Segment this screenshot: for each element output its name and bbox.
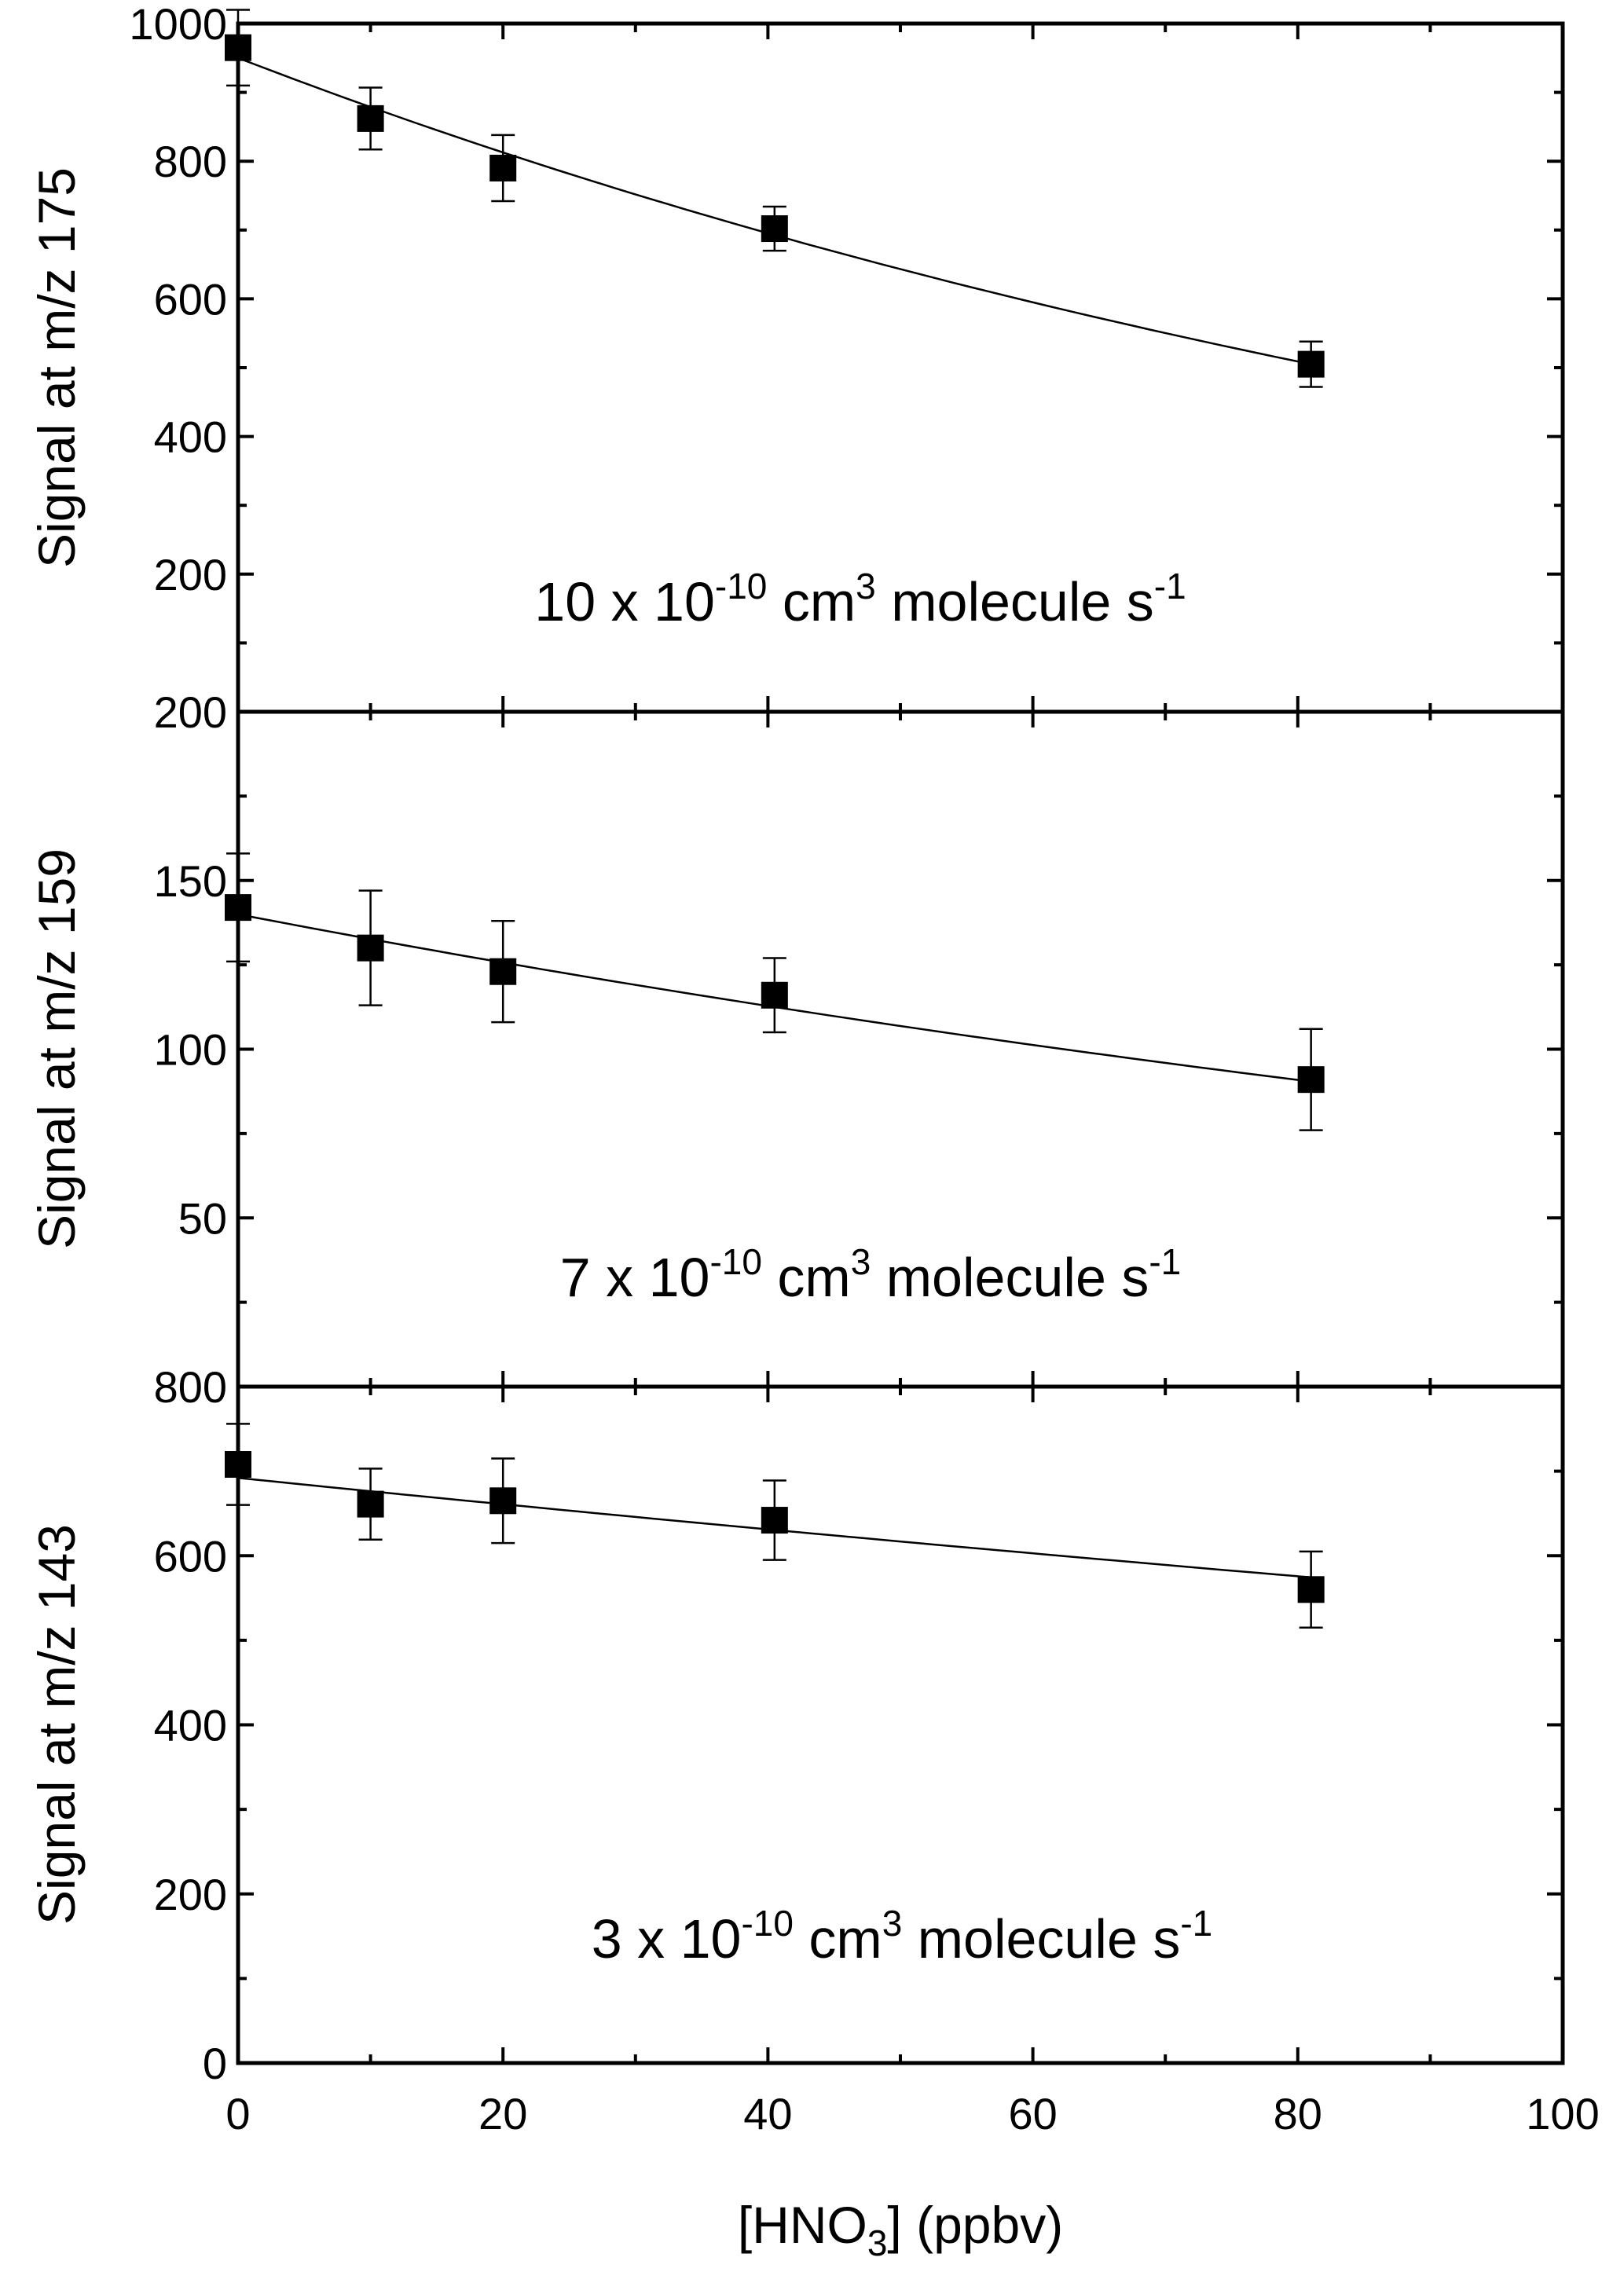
x-axis-title-sub: 3 <box>867 2223 888 2263</box>
y-tick-label: 100 <box>154 1025 227 1075</box>
x-tick-label: 20 <box>478 2089 527 2138</box>
data-point <box>225 894 251 922</box>
y-axis-title: Signal at m/z 175 <box>27 167 86 568</box>
data-point <box>1297 350 1325 378</box>
x-ticks <box>236 24 1564 712</box>
y-tick-label: 800 <box>154 137 227 186</box>
x-tick-label: 40 <box>743 2089 792 2138</box>
annotation-prefix: 3 x 10 <box>592 1908 742 1970</box>
annotation-exp1: -10 <box>741 1903 793 1944</box>
y-tick-label: 200 <box>154 1870 227 1919</box>
x-ticks <box>236 712 1564 1387</box>
annotation-prefix: 7 x 10 <box>560 1247 710 1308</box>
annotation-exp2: 3 <box>856 566 876 606</box>
data-point <box>761 981 788 1009</box>
y-tick-label: 1000 <box>129 0 227 49</box>
data-point <box>489 1487 517 1515</box>
annotation-exp3: -1 <box>1154 566 1186 606</box>
y-tick-label: 600 <box>154 1531 227 1581</box>
data-point <box>489 154 517 181</box>
x-axis-title: [HNO3] (ppbv) <box>738 2196 1063 2263</box>
y-ticks: 0 200 400 600 800 <box>154 1362 1563 2088</box>
y-tick-label: 200 <box>154 687 227 737</box>
annotation-exp2: 3 <box>882 1903 903 1944</box>
annotation-mid: cm <box>762 1247 851 1308</box>
y-tick-label: 800 <box>154 1362 227 1412</box>
y-ticks: 50 100 150 200 <box>154 687 1563 1388</box>
data-point <box>357 104 384 132</box>
panel-m175: 200 400 600 800 1000 Signal at m/z 175 10 x … <box>27 0 1565 714</box>
rate-annotation: 7 x 10-10 cm3 molecule s-1 <box>560 1241 1182 1308</box>
data-point <box>761 1507 788 1534</box>
panel-frame <box>236 1384 1565 2065</box>
data-point <box>761 215 788 243</box>
data-point <box>357 934 384 962</box>
x-axis-title-tail: ] (ppbv) <box>887 2196 1063 2254</box>
data-points <box>225 852 1325 1131</box>
annotation-mid: cm <box>794 1908 882 1970</box>
annotation-suffix: molecule s <box>876 571 1154 632</box>
y-tick-label: 0 <box>203 2039 227 2088</box>
y-tick-label: 400 <box>154 1701 227 1750</box>
rate-annotation: 3 x 10-10 cm3 molecule s-1 <box>592 1903 1213 1970</box>
x-tick-label: 80 <box>1274 2089 1322 2138</box>
data-points <box>225 9 1325 388</box>
x-tick-label: 60 <box>1008 2089 1057 2138</box>
data-points <box>225 1423 1325 1629</box>
annotation-prefix: 10 x 10 <box>534 571 715 632</box>
y-tick-label: 50 <box>178 1193 227 1243</box>
y-tick-label: 400 <box>154 412 227 462</box>
x-tick-label: 0 <box>225 2089 250 2138</box>
data-point <box>1297 1576 1325 1603</box>
annotation-exp1: -10 <box>709 1241 761 1282</box>
annotation-mid: cm <box>767 571 856 632</box>
data-point <box>489 958 517 985</box>
annotation-suffix: molecule s <box>871 1247 1149 1308</box>
annotation-suffix: molecule s <box>902 1908 1180 1970</box>
x-tick-label: 100 <box>1526 2089 1599 2138</box>
rate-annotation: 10 x 10-10 cm3 molecule s-1 <box>534 566 1186 632</box>
x-tick-labels: 0 20 40 60 80 100 <box>225 2089 1599 2138</box>
annotation-exp3: -1 <box>1149 1241 1181 1282</box>
data-point <box>357 1490 384 1518</box>
y-axis-title: Signal at m/z 143 <box>27 1524 86 1925</box>
data-point <box>1297 1066 1325 1094</box>
annotation-exp3: -1 <box>1180 1903 1212 1944</box>
y-tick-label: 600 <box>154 274 227 324</box>
panel-m159: 50 100 150 200 Signal at m/z 159 7 x 10-10 … <box>27 687 1565 1389</box>
y-tick-label: 200 <box>154 550 227 599</box>
y-ticks: 200 400 600 800 1000 <box>129 0 1563 713</box>
annotation-exp2: 3 <box>851 1241 871 1282</box>
data-point <box>225 34 251 61</box>
y-tick-label: 150 <box>154 856 227 906</box>
data-point <box>225 1451 251 1479</box>
x-ticks <box>236 1387 1564 2063</box>
annotation-exp1: -10 <box>715 566 767 606</box>
x-axis-title-main: [HNO <box>738 2196 867 2254</box>
y-axis-title: Signal at m/z 159 <box>27 848 86 1249</box>
